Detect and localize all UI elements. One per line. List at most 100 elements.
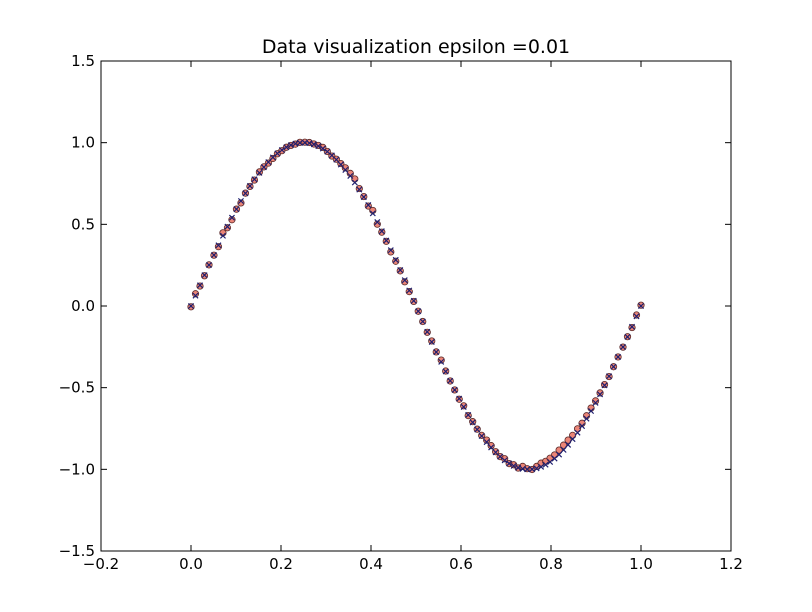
data-point-x bbox=[447, 377, 454, 384]
data-point-x bbox=[478, 432, 485, 440]
data-point-circle bbox=[269, 154, 277, 163]
data-point-x bbox=[547, 458, 554, 466]
data-point-circle bbox=[223, 224, 232, 232]
data-point-x bbox=[424, 328, 431, 335]
data-point-x bbox=[196, 282, 204, 289]
data-point-x bbox=[256, 169, 263, 176]
x-tick-label: 0.2 bbox=[269, 555, 293, 573]
data-point-x bbox=[365, 202, 372, 209]
data-point-x bbox=[224, 223, 231, 230]
data-point-x bbox=[469, 419, 476, 426]
data-point-x bbox=[560, 446, 567, 453]
data-point-circle bbox=[405, 288, 413, 296]
data-point-x bbox=[215, 242, 222, 249]
data-point-x bbox=[465, 411, 472, 418]
data-point-x bbox=[460, 403, 467, 410]
data-point-x bbox=[538, 463, 545, 470]
x-tick-label: 1.0 bbox=[629, 555, 653, 573]
data-point-x bbox=[442, 368, 449, 375]
data-point-circle bbox=[214, 243, 223, 251]
data-point-x bbox=[328, 152, 335, 159]
data-point-x bbox=[488, 444, 495, 451]
data-point-x bbox=[233, 206, 240, 213]
data-point-x bbox=[569, 436, 576, 443]
data-point-x bbox=[529, 466, 536, 473]
data-point-x bbox=[319, 145, 326, 152]
data-point-x bbox=[205, 261, 213, 269]
data-point-x bbox=[192, 292, 199, 299]
data-point-circle bbox=[228, 216, 236, 224]
data-point-circle bbox=[555, 446, 563, 454]
data-point-x bbox=[347, 172, 354, 180]
data-point-x bbox=[610, 363, 617, 370]
data-point-circle bbox=[264, 159, 272, 167]
data-point-x bbox=[515, 464, 522, 471]
data-point-x bbox=[556, 451, 563, 458]
data-point-circle bbox=[596, 389, 604, 397]
data-point-x bbox=[237, 197, 244, 205]
data-point-x bbox=[628, 323, 636, 330]
data-point-x bbox=[251, 176, 258, 183]
chart-title: Data visualization epsilon =0.01 bbox=[262, 36, 570, 58]
data-point-x bbox=[374, 219, 381, 226]
y-tick-label: 1.0 bbox=[71, 134, 95, 152]
data-point-x bbox=[342, 166, 349, 173]
data-point-circle bbox=[355, 184, 363, 193]
data-point-x bbox=[397, 267, 404, 274]
data-point-circle bbox=[255, 168, 263, 176]
data-point-circle bbox=[337, 159, 345, 168]
data-point-x bbox=[588, 407, 595, 415]
data-point-x bbox=[565, 441, 572, 448]
data-point-x bbox=[419, 318, 426, 325]
data-point-circle bbox=[364, 202, 372, 210]
data-point-x bbox=[351, 179, 358, 186]
data-point-circle bbox=[191, 290, 200, 298]
data-point-x bbox=[306, 140, 313, 147]
y-tick-label: −0.5 bbox=[59, 379, 95, 397]
data-point-x bbox=[392, 256, 399, 263]
data-point-x bbox=[187, 302, 195, 310]
data-point-x bbox=[428, 338, 435, 345]
data-point-x bbox=[624, 333, 631, 340]
data-point-x bbox=[597, 391, 604, 398]
data-point-x bbox=[601, 382, 608, 389]
data-point-x bbox=[633, 313, 640, 320]
data-point-x bbox=[574, 429, 581, 436]
data-point-x bbox=[242, 190, 249, 197]
data-point-x bbox=[387, 247, 394, 254]
data-point-x bbox=[369, 210, 376, 217]
x-tick-label: 0.6 bbox=[449, 555, 473, 573]
data-point-x bbox=[433, 349, 440, 356]
data-point-x bbox=[260, 164, 267, 171]
y-tick-label: 1.5 bbox=[71, 52, 95, 70]
data-point-x bbox=[542, 461, 549, 468]
axes-frame bbox=[100, 60, 732, 552]
data-point-x bbox=[310, 141, 317, 148]
data-point-x bbox=[619, 343, 627, 351]
data-point-x bbox=[378, 228, 385, 235]
data-point-circle bbox=[591, 397, 600, 405]
data-point-x bbox=[337, 161, 344, 168]
axis-ticks: −0.2 0.0 0.2 0.4 0.6 0.8 1.0 1.2 −1.5 −1.0 −0.5 0.0… bbox=[59, 52, 743, 573]
data-point-x bbox=[533, 465, 540, 472]
data-point-x bbox=[451, 386, 458, 393]
data-point-x bbox=[579, 423, 586, 430]
y-tick-label: 0.5 bbox=[71, 215, 95, 233]
x-tick-label: 0.4 bbox=[359, 555, 383, 573]
data-point-x bbox=[583, 415, 590, 422]
y-tick-label: −1.5 bbox=[59, 542, 95, 560]
y-tick-label: 0.0 bbox=[71, 297, 95, 315]
data-point-x bbox=[592, 399, 599, 406]
data-point-x bbox=[383, 237, 390, 244]
data-point-x bbox=[219, 232, 226, 239]
data-point-x bbox=[283, 144, 290, 151]
data-point-x bbox=[246, 182, 253, 189]
data-point-x bbox=[228, 214, 235, 221]
data-point-circle bbox=[378, 228, 386, 236]
x-tick-label: 0.0 bbox=[179, 555, 203, 573]
data-point-circle bbox=[428, 337, 436, 345]
data-point-circle bbox=[483, 436, 491, 444]
data-point-x bbox=[401, 277, 408, 284]
data-point-x bbox=[483, 439, 490, 446]
